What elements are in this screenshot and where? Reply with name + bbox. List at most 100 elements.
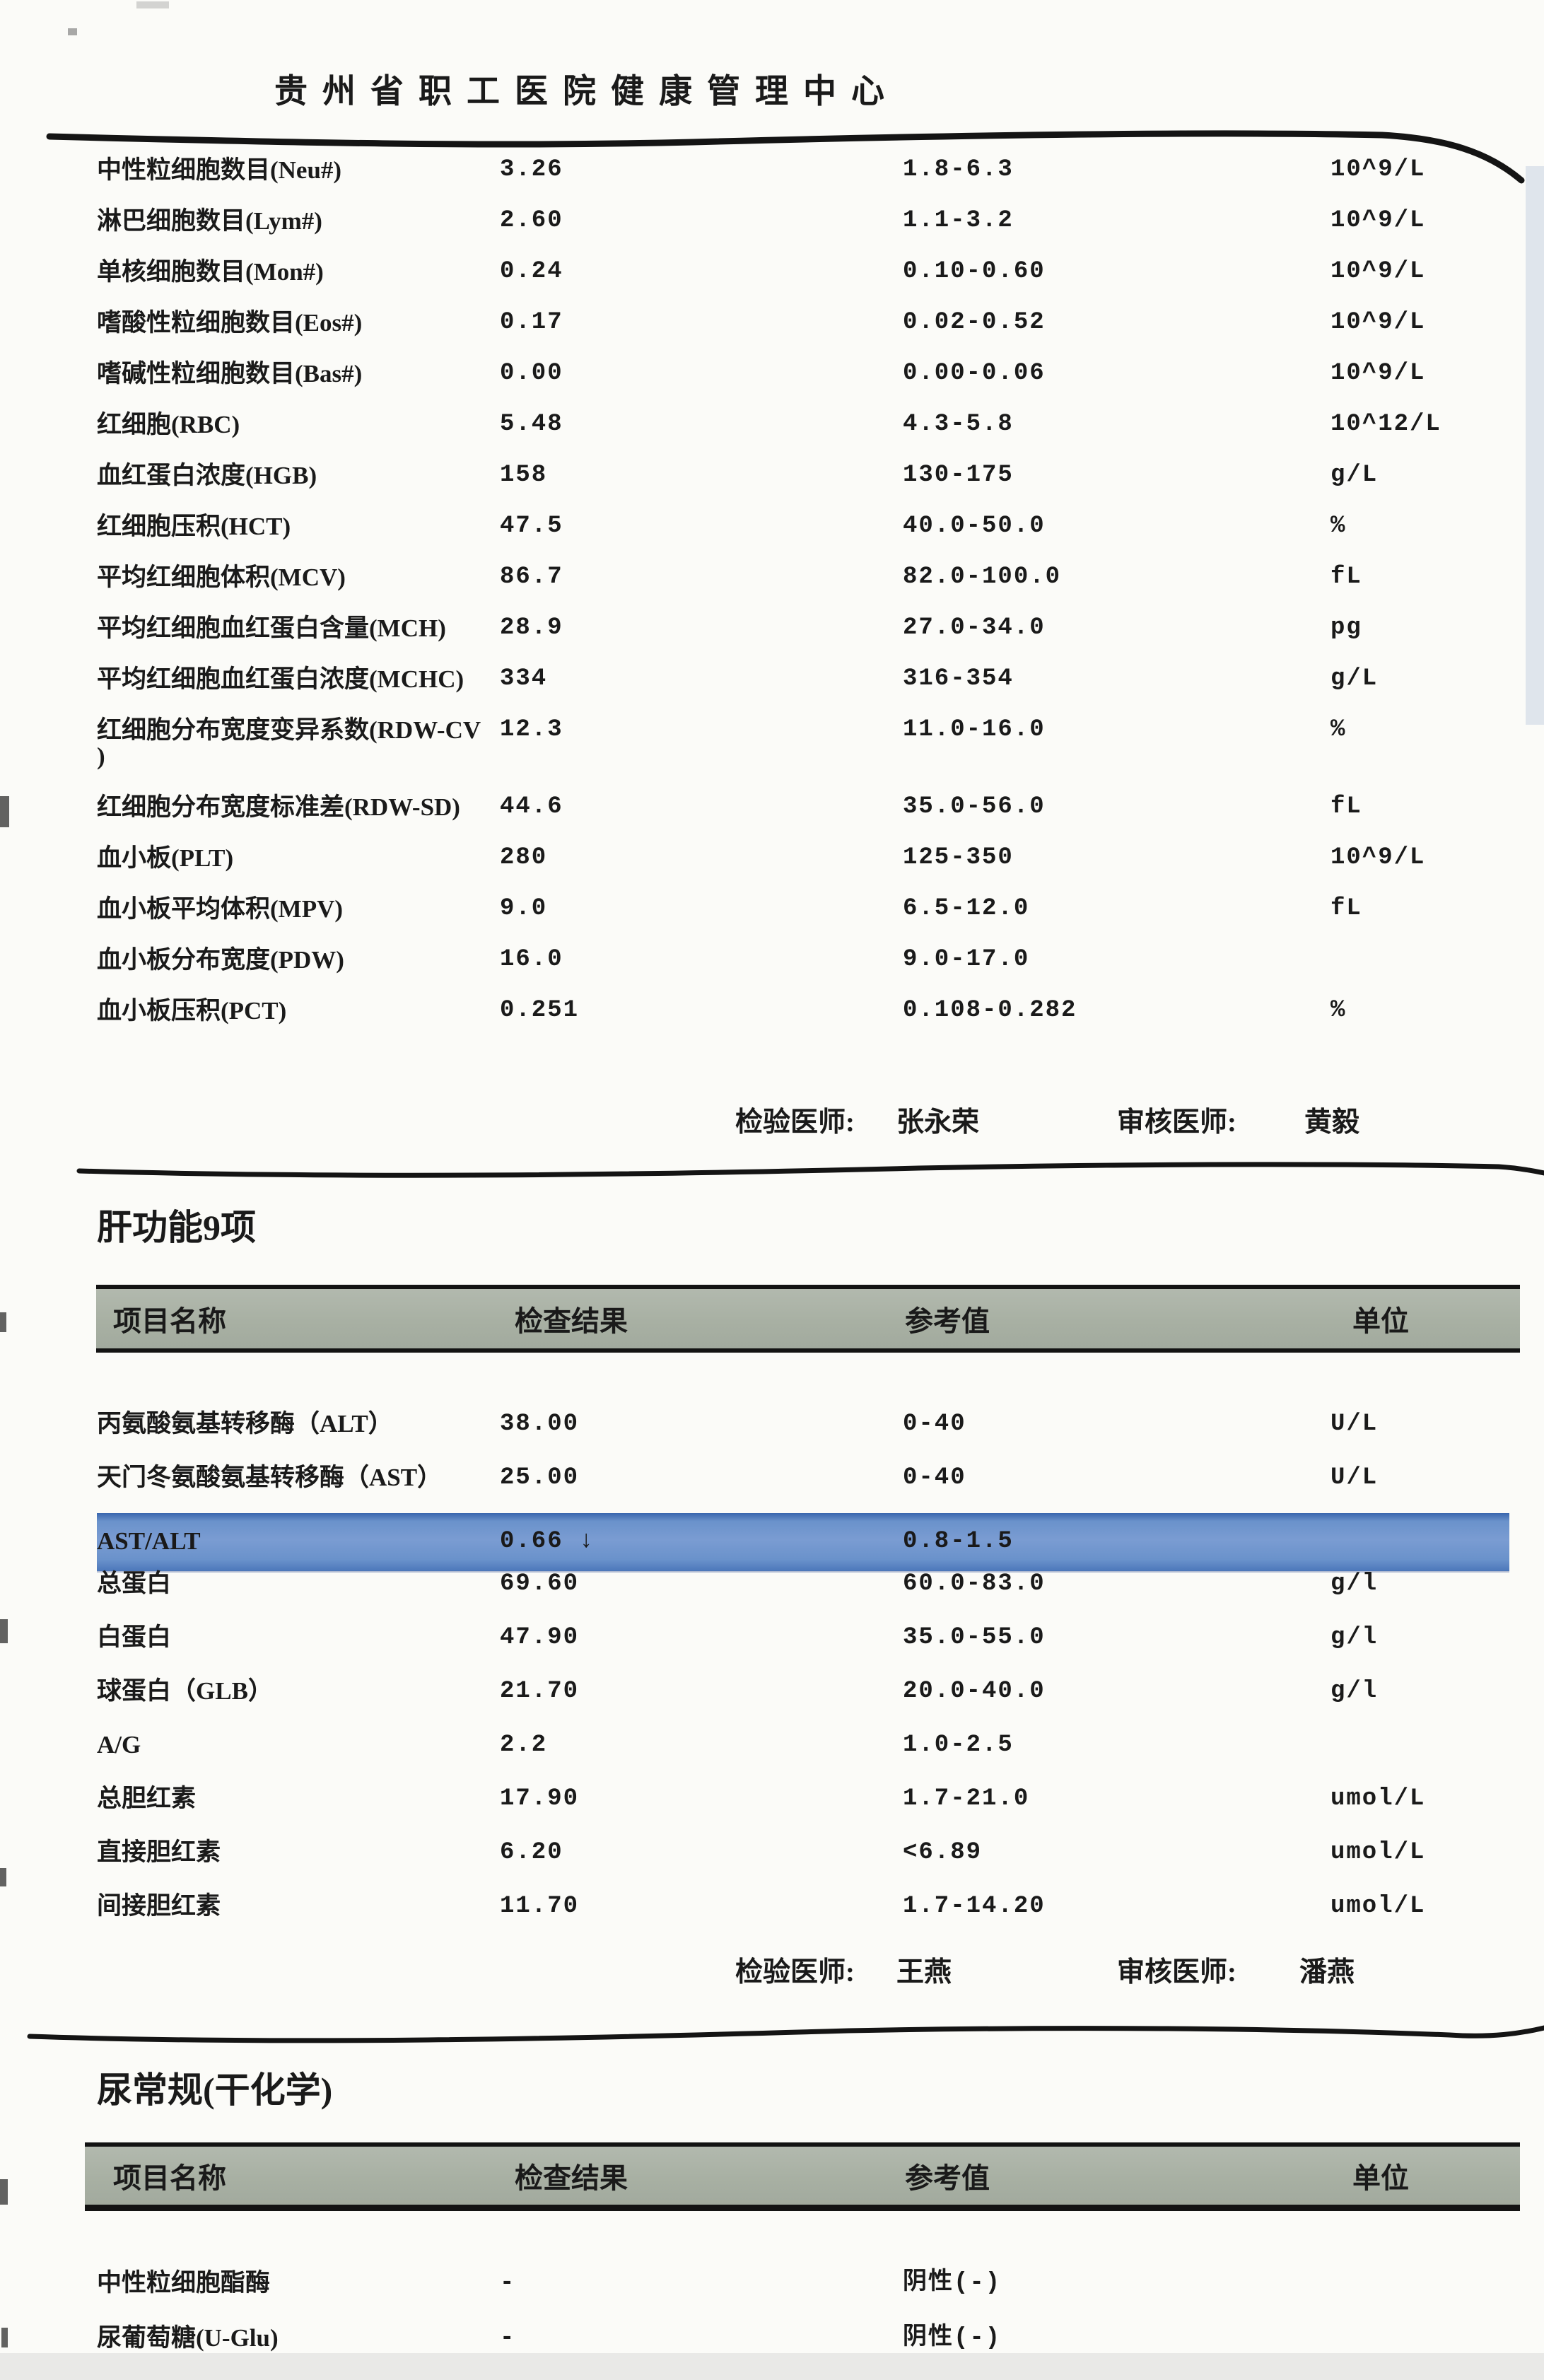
examiner-name: 张永荣 (896, 1107, 980, 1138)
cell-name: 中性粒细胞酯酶 (97, 2269, 271, 2297)
cell-unit: g/L (1330, 665, 1379, 692)
column-header-name: 项目名称 (113, 1305, 226, 1337)
cell-name: 血小板(PLT) (97, 844, 234, 872)
cell-result: 12.3 (500, 716, 563, 743)
cell-ref: 4.3-5.8 (903, 411, 1014, 438)
hospital-title: 贵州省职工医院健康管理中心 (274, 74, 899, 110)
cell-ref: 6.5-12.0 (903, 895, 1030, 922)
table-row: 红细胞(RBC) 5.48 4.3-5.8 10^12/L (97, 412, 1519, 462)
table-row: 血小板压积(PCT) 0.251 0.108-0.282% (97, 998, 1519, 1049)
cell-result: - (500, 2325, 516, 2352)
table-row: 天门冬氨酸氨基转移酶（AST） 25.00 0-40 U/L (97, 1464, 1519, 1518)
blood-routine-table: 中性粒细胞数目(Neu#) 3.26 1.8-6.3 10^9/L 淋巴细胞数目(Lym… (97, 157, 1519, 1049)
cell-ref: 27.0-34.0 (903, 614, 1046, 641)
cell-unit (1330, 1518, 1519, 1555)
cell-unit: g/l (1330, 1570, 1379, 1597)
cell-ref: 125-350 (903, 844, 1014, 871)
cell-name: A/G (97, 1731, 141, 1758)
table-row: 中性粒细胞酯酶 - 阴性(-) (97, 2270, 1519, 2325)
cell-unit: 10^9/L (1330, 309, 1426, 336)
table-row: 总蛋白 69.60 60.0-83.0 g/l (97, 1570, 1519, 1624)
urine-routine-table: 中性粒细胞酯酶 - 阴性(-) 尿葡萄糖(U-Glu) - 阴性(-) (97, 2270, 1519, 2380)
cell-unit: U/L (1330, 1411, 1379, 1437)
cell-unit (1330, 2270, 1519, 2297)
cell-ref: 0.02-0.52 (903, 309, 1046, 336)
cell-unit: fL (1330, 895, 1362, 922)
table-row: 平均红细胞体积(MCV) 86.7 82.0-100.0 fL (97, 564, 1519, 615)
cell-ref: 阴性(-) (903, 2325, 1002, 2352)
cell-result: 2.2 (500, 1732, 548, 1758)
cell-unit: g/l (1330, 1624, 1379, 1651)
cell-name: 血红蛋白浓度(HGB) (97, 462, 317, 489)
column-header-name: 项目名称 (113, 2162, 226, 2194)
cell-name: 嗜碱性粒细胞数目(Bas#) (97, 360, 363, 387)
cell-result: 28.9 (500, 614, 563, 641)
cell-ref: 0.00-0.06 (903, 360, 1046, 387)
table-row: 嗜酸性粒细胞数目(Eos#) 0.17 0.02-0.52 10^9/L (97, 310, 1519, 361)
cell-name: 直接胆红素 (97, 1838, 221, 1866)
cell-result: 38.00 (500, 1411, 580, 1437)
cell-name: 球蛋白（GLB） (97, 1677, 273, 1705)
divider-rule-2 (27, 2025, 1544, 2043)
cell-result: 158 (500, 462, 548, 489)
liver-function-table: 丙氨酸氨基转移酶（ALT） 38.00 0-40 U/L 天门冬氨酸氨基转移酶（AST）… (97, 1411, 1519, 1947)
cell-unit: % (1330, 997, 1347, 1024)
table-row: 血小板分布宽度(PDW) 16.0 9.0-17.0 (97, 947, 1519, 998)
table-row: 平均红细胞血红蛋白浓度(MCHC) 334 316-354 g/L (97, 666, 1519, 717)
cell-name: 血小板压积(PCT) (97, 997, 287, 1025)
table-row: 总胆红素 17.90 1.7-21.0 umol/L (97, 1785, 1519, 1839)
cell-name: 嗜酸性粒细胞数目(Eos#) (97, 309, 363, 337)
cell-result: 0.251 (500, 997, 580, 1024)
table-row: 嗜碱性粒细胞数目(Bas#) 0.00 0.00-0.06 10^9/L (97, 361, 1519, 412)
table-row: 中性粒细胞数目(Neu#) 3.26 1.8-6.3 10^9/L (97, 157, 1519, 208)
reviewer-name: 黄毅 (1304, 1107, 1360, 1138)
liver-table-header-bar: 项目名称 检查结果 参考值 单位 (96, 1285, 1520, 1353)
cell-unit: umol/L (1330, 1893, 1426, 1920)
cell-ref: 1.7-14.20 (903, 1893, 1046, 1920)
top-edge-smudge (136, 1, 169, 8)
cell-result: 44.6 (500, 793, 563, 820)
table-row: 尿葡萄糖(U-Glu) - 阴性(-) (97, 2325, 1519, 2380)
cell-ref: 9.0-17.0 (903, 946, 1030, 973)
table-row: 丙氨酸氨基转移酶（ALT） 38.00 0-40 U/L (97, 1411, 1519, 1464)
table-row: 血小板平均体积(MPV) 9.0 6.5-12.0 fL (97, 896, 1519, 947)
cell-ref: 1.0-2.5 (903, 1732, 1014, 1758)
cell-name: 红细胞压积(HCT) (97, 513, 291, 540)
cell-result: 0.17 (500, 309, 563, 336)
cell-unit: 10^9/L (1330, 360, 1426, 387)
cell-ref: 316-354 (903, 665, 1014, 692)
cell-unit: 10^9/L (1330, 207, 1426, 234)
cell-result: 69.60 (500, 1570, 580, 1597)
cell-name: 间接胆红素 (97, 1892, 221, 1920)
cell-ref: 35.0-55.0 (903, 1624, 1046, 1651)
cell-name: 白蛋白 (97, 1623, 172, 1651)
cell-unit (1330, 1732, 1519, 1758)
cell-name: 血小板平均体积(MPV) (97, 895, 344, 923)
urine-table-header-bar: 项目名称 检查结果 参考值 单位 (85, 2142, 1520, 2211)
cell-name: 中性粒细胞数目(Neu#) (97, 156, 342, 184)
cell-unit: % (1330, 716, 1347, 743)
cell-ref: 0.8-1.5 (903, 1528, 1014, 1555)
cell-ref: 40.0-50.0 (903, 513, 1046, 539)
cell-result: 6.20 (500, 1839, 563, 1866)
table-row: 平均红细胞血红蛋白含量(MCH) 28.9 27.0-34.0 pg (97, 615, 1519, 666)
cell-result: 86.7 (500, 564, 563, 590)
cell-result: 9.0 (500, 895, 548, 922)
examiner-name: 王燕 (896, 1957, 952, 1988)
cell-result: 2.60 (500, 207, 563, 234)
cell-ref: 60.0-83.0 (903, 1570, 1046, 1597)
cell-name: 总蛋白 (97, 1570, 172, 1597)
cell-name: AST/ALT (97, 1527, 201, 1555)
cell-name: 红细胞分布宽度标准差(RDW-SD) (97, 793, 460, 821)
table-row: 直接胆红素 6.20 <6.89 umol/L (97, 1839, 1519, 1893)
cell-unit: umol/L (1330, 1839, 1426, 1866)
top-left-smudge (68, 28, 77, 35)
column-header-ref: 参考值 (905, 2162, 990, 2194)
cell-unit: U/L (1330, 1464, 1379, 1491)
left-edge-scan-marks (0, 796, 9, 2347)
cell-result: 11.70 (500, 1893, 580, 1920)
cell-ref: <6.89 (903, 1839, 983, 1866)
cell-result: 25.00 (500, 1464, 580, 1491)
cell-name: 总胆红素 (97, 1785, 197, 1812)
cell-unit: 10^12/L (1330, 411, 1441, 438)
